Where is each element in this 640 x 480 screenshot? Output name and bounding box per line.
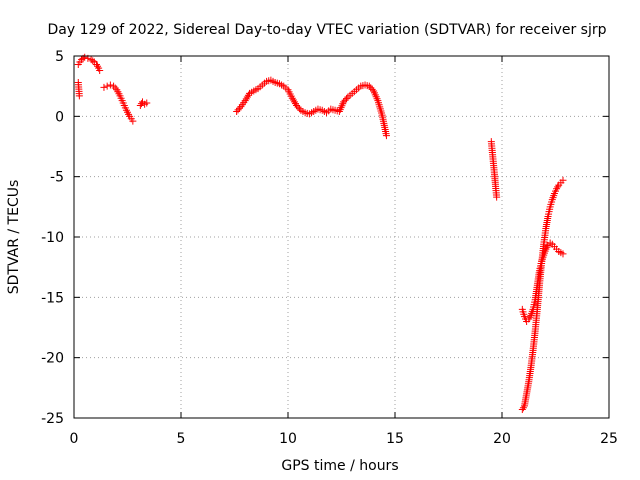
data-point (554, 183, 562, 191)
data-point (81, 53, 89, 61)
data-point (235, 104, 243, 112)
x-tick-label: 20 (493, 431, 511, 447)
data-point (233, 108, 241, 116)
data-point (542, 245, 550, 253)
x-tick-label: 15 (386, 431, 404, 447)
x-axis-label: GPS time / hours (281, 458, 398, 474)
data-point (526, 313, 534, 321)
data-point (289, 96, 297, 104)
x-tick-label: 5 (177, 431, 186, 447)
data-point (89, 57, 97, 65)
y-tick-label: 5 (55, 49, 64, 65)
data-point (525, 315, 533, 323)
data-point (106, 81, 114, 89)
data-point (103, 82, 111, 90)
data-point (288, 94, 296, 102)
data-point (493, 193, 501, 201)
y-tick-label: 0 (55, 109, 64, 125)
data-point (295, 105, 303, 113)
data-point (367, 84, 375, 92)
data-point (111, 84, 119, 92)
data-point (241, 97, 249, 105)
grid-lines (74, 56, 609, 418)
y-tick-label: -25 (41, 411, 64, 427)
data-point (100, 83, 108, 91)
y-tick-label: -15 (41, 290, 64, 306)
data-point (294, 103, 302, 111)
data-point (368, 85, 376, 93)
data-point (340, 98, 348, 106)
data-point (136, 101, 144, 109)
data-point (290, 98, 298, 106)
data-point (129, 117, 137, 125)
y-tick-label: -5 (50, 170, 64, 186)
data-point (242, 95, 250, 103)
data-point (143, 99, 151, 107)
data-point (559, 250, 567, 258)
data-point (94, 62, 102, 70)
axis-ticks: 0 5 10 15 20 25 5 0 -5 -10 -15 -20 -25 (41, 49, 618, 447)
y-tick-label: -10 (41, 230, 64, 246)
x-tick-label: 25 (600, 431, 618, 447)
data-point (137, 100, 145, 108)
y-tick-label: -20 (41, 351, 64, 367)
data-point (341, 96, 349, 104)
data-point (244, 91, 252, 99)
data-point (234, 106, 242, 114)
data-point (518, 406, 526, 414)
data-point (342, 95, 350, 103)
y-axis-label: SDTVAR / TECUs (6, 180, 22, 295)
data-points (74, 53, 567, 414)
data-point (365, 82, 373, 90)
x-tick-label: 0 (70, 431, 79, 447)
data-point (75, 92, 83, 100)
data-point (243, 93, 251, 101)
data-point (293, 101, 301, 109)
data-point (559, 176, 567, 184)
data-point (543, 243, 551, 251)
data-point (553, 185, 561, 193)
data-point (96, 66, 104, 74)
x-tick-label: 10 (279, 431, 297, 447)
data-point (110, 82, 118, 90)
chart-title: Day 129 of 2022, Sidereal Day-to-day VTE… (47, 22, 606, 38)
data-point (382, 132, 390, 140)
data-point (519, 404, 527, 412)
data-point (92, 60, 100, 68)
